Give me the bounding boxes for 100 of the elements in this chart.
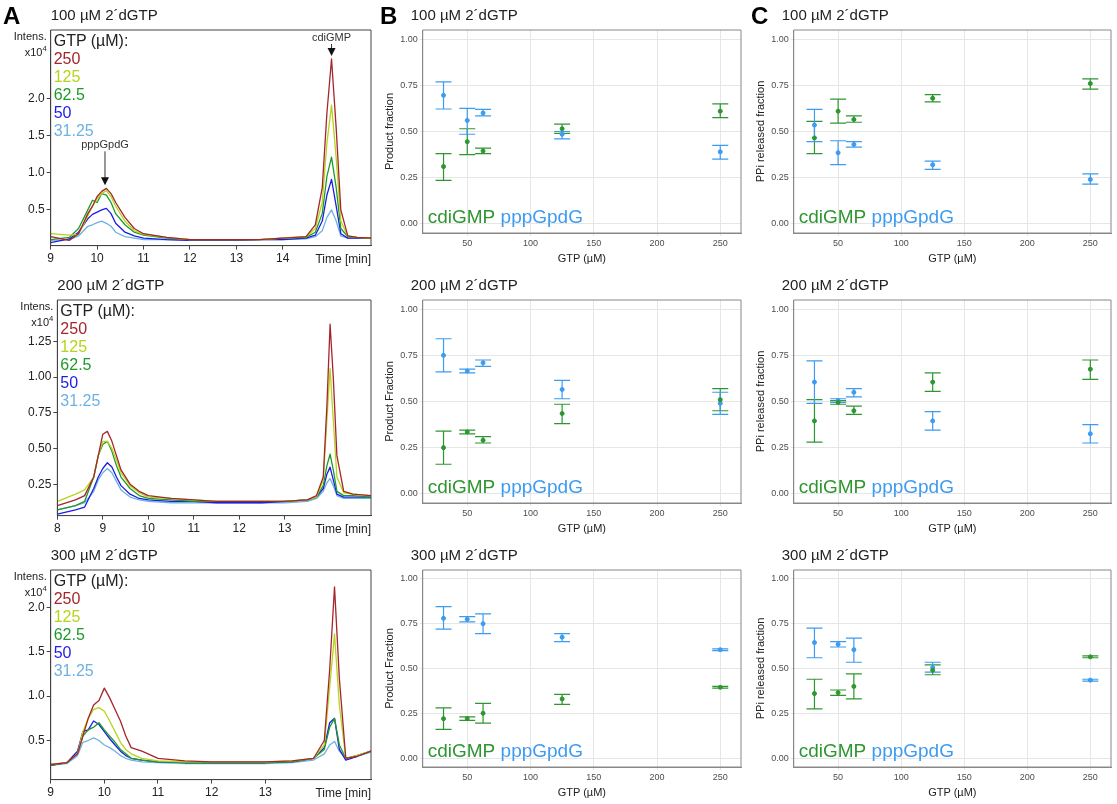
y-tick-label: 0.50	[28, 440, 52, 455]
text: 125	[53, 608, 81, 625]
y-axis-title: PPi released fraction	[753, 80, 766, 183]
x-tick-label: 11	[151, 785, 165, 800]
x-tick-label: 100	[522, 507, 539, 518]
y-tick-label: 0.5	[27, 732, 45, 747]
x-tick-label: 50	[833, 771, 844, 782]
x-axis-title: GTP (µM)	[928, 252, 977, 265]
y-tick-label: 2.0	[27, 599, 45, 614]
y-tick-label: 0.75	[400, 618, 418, 629]
x-tick-label: 150	[586, 507, 602, 518]
x-tick-label: 9	[47, 785, 55, 800]
text: pppGpdG	[500, 206, 583, 227]
y-axis-title: Product Fraction	[382, 628, 395, 709]
x-tick-label: 100	[893, 507, 909, 518]
x-axis-title: GTP (µM)	[928, 786, 977, 799]
y-tick-label: 0.00	[771, 218, 789, 229]
x-tick-label: 9	[99, 521, 107, 536]
y-axis-title: PPi released fraction	[753, 617, 766, 720]
x-tick-label: 10	[141, 521, 156, 536]
y-tick-label: 1.00	[400, 303, 418, 314]
y-tick-label: 0.00	[771, 752, 789, 763]
x-axis-title: GTP (µM)	[928, 522, 977, 535]
annotation: pppGpdG	[81, 138, 129, 151]
text: cdiGMP	[427, 206, 496, 227]
x-tick-label: 13	[229, 251, 244, 266]
x-tick-label: 50	[462, 507, 473, 518]
x-tick-label: 150	[956, 237, 972, 248]
x-tick-label: 50	[833, 237, 844, 248]
x-tick-label: 250	[712, 237, 728, 248]
text: pppGpdG	[871, 740, 954, 761]
text: 62.5	[53, 626, 85, 643]
x-axis-title: GTP (µM)	[557, 786, 607, 799]
annotation: cdiGMP	[311, 31, 352, 43]
chart-title: 200 µM 2´dGTP	[781, 276, 889, 293]
legend-title: GTP (µM):	[53, 572, 129, 589]
x-tick-label: 50	[462, 771, 473, 782]
x-tick-label: 250	[712, 771, 728, 782]
x-tick-label: 12	[204, 785, 219, 800]
x-axis-title: GTP (µM)	[557, 522, 607, 535]
y-tick-label: 1.0	[27, 165, 45, 180]
chart-title: 200 µM 2´dGTP	[410, 276, 518, 293]
legend-title: GTP (µM):	[53, 32, 129, 49]
text: A	[3, 2, 21, 29]
x-tick-label: 200	[649, 771, 665, 782]
y-tick-label: 1.0	[27, 688, 45, 703]
y-tick-label: 0.25	[771, 707, 789, 718]
x-axis-title: GTP (µM)	[557, 252, 607, 265]
y-tick-label: 0.25	[400, 707, 418, 718]
y-tick-label: 0.75	[771, 349, 789, 360]
y-tick-label: 0.75	[400, 79, 418, 90]
chart-title: 300 µM 2´dGTP	[410, 546, 518, 563]
x-tick-label: 50	[462, 237, 473, 248]
x-tick-label: 14	[276, 251, 290, 266]
chart-title: 300 µM 2´dGTP	[50, 546, 158, 563]
x-tick-label: 150	[956, 771, 972, 782]
x-tick-label: 100	[522, 237, 539, 248]
y-tick-label: 1.25	[28, 333, 52, 348]
y-tick-label: 1.00	[28, 369, 52, 384]
y-tick-label: 1.00	[400, 573, 418, 584]
chart-title: 300 µM 2´dGTP	[781, 546, 889, 563]
text: 50	[53, 644, 72, 661]
text: 125	[53, 68, 81, 85]
y-axis-title: PPi released fraction	[753, 350, 766, 453]
x-axis-title: Time [min]	[315, 251, 371, 266]
x-tick-label: 12	[183, 251, 197, 266]
x-tick-label: 200	[1019, 237, 1035, 248]
text: 62.5	[60, 356, 92, 373]
text: 50	[60, 374, 79, 391]
y-tick-label: 0.50	[400, 662, 418, 673]
text: pppGpdG	[871, 476, 954, 497]
x-tick-label: 250	[1082, 771, 1098, 782]
x-tick-label: 200	[1019, 507, 1035, 518]
series-label: cdiGMP	[427, 740, 496, 761]
x-tick-label: 150	[956, 507, 972, 518]
x-axis-title: Time [min]	[315, 521, 371, 536]
y-tick-label: 1.00	[400, 33, 418, 44]
y-tick-label: 2.0	[27, 90, 45, 105]
chart-title: 200 µM 2´dGTP	[57, 276, 165, 293]
x-tick-label: 9	[47, 251, 55, 266]
x-tick-label: 8	[54, 521, 62, 536]
text: 50	[53, 104, 72, 121]
y-tick-label: 1.00	[771, 573, 789, 584]
y-tick-label: 1.00	[771, 33, 789, 44]
y-axis-title: Product Fraction	[382, 361, 395, 442]
x-tick-label: 10	[97, 785, 112, 800]
y-tick-label: 0.50	[400, 395, 418, 406]
x-tick-label: 100	[893, 771, 909, 782]
text: 250	[53, 50, 81, 67]
x-tick-label: 100	[893, 237, 909, 248]
text: 31.25	[53, 662, 94, 679]
y-tick-label: 0.25	[400, 442, 418, 453]
y-tick-label: 0.00	[771, 488, 789, 499]
text: 125	[60, 338, 88, 355]
y-tick-label: 1.5	[27, 644, 45, 659]
text: C	[751, 2, 769, 29]
x-tick-label: 200	[649, 237, 665, 248]
chart-title: 100 µM 2´dGTP	[781, 6, 889, 23]
x-tick-label: 11	[187, 521, 201, 536]
y-tick-label: 0.25	[28, 476, 52, 491]
